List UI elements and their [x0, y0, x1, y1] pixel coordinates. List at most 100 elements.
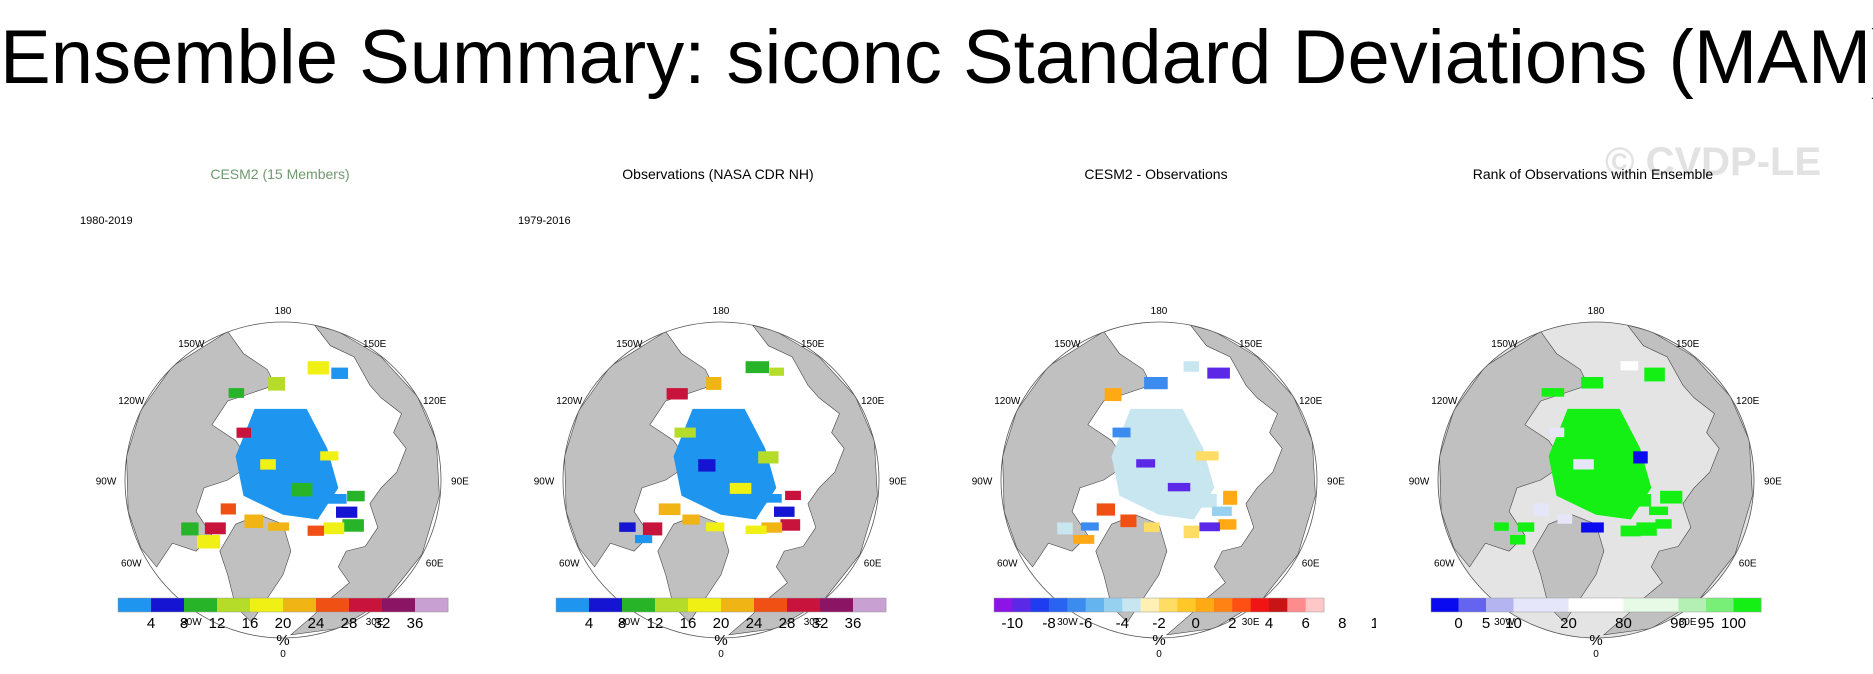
colorbar-swatch	[820, 598, 854, 612]
colorbar-tick-label: 4	[1265, 615, 1273, 632]
colorbar-swatch	[1012, 598, 1032, 612]
watermark: © CVDP-LE	[1605, 140, 1822, 184]
colorbar-tick-label: 36	[845, 615, 862, 632]
ice-cell	[331, 367, 349, 379]
colorbar-tick-label: 28	[341, 615, 358, 632]
ice-cell	[729, 482, 752, 494]
ice-cell	[1120, 514, 1137, 528]
colorbar-tick-label: 8	[618, 615, 626, 632]
polar-map-rank: 180 0 90W 90E 150W 120W 150E 120E 60W 30W 60E 30E 0 5…	[1409, 306, 1782, 660]
eurasia-landmass	[289, 324, 440, 636]
colorbar-tick-label: 95	[1698, 615, 1715, 632]
colorbar-swatch	[1678, 598, 1707, 612]
longitude-label-60w: 60W	[1434, 559, 1455, 570]
ice-cell	[1557, 514, 1573, 524]
longitude-label-180: 180	[1588, 306, 1605, 317]
ice-cell	[1207, 367, 1230, 379]
colorbar-swatch	[1287, 598, 1307, 612]
ice-cell	[761, 522, 783, 533]
longitude-label-120e: 120E	[423, 396, 447, 407]
colorbar-unit: %	[1152, 632, 1165, 649]
ice-cell	[236, 427, 252, 438]
longitude-label-120e: 120E	[1736, 396, 1760, 407]
ice-cell	[1212, 506, 1232, 516]
longitude-label-180: 180	[1151, 306, 1168, 317]
longitude-label-30e: 30E	[804, 617, 822, 628]
ice-cell	[307, 525, 325, 536]
colorbar-swatch	[1651, 598, 1679, 612]
ice-cell	[1218, 519, 1237, 530]
ice-cell	[780, 519, 801, 531]
colorbar-frame	[993, 597, 1325, 613]
ice-cell	[268, 522, 290, 531]
longitude-label-120w: 120W	[1431, 396, 1458, 407]
colorbar-swatch	[721, 598, 755, 612]
longitude-label-60w: 60W	[997, 559, 1018, 570]
colorbar-swatch	[1177, 598, 1197, 612]
colorbar-tick-label: 2	[1228, 615, 1236, 632]
longitude-label-60e: 60E	[426, 559, 444, 570]
ice-cell	[1581, 522, 1604, 533]
ice-cell	[1510, 535, 1526, 545]
longitude-label-90e: 90E	[1327, 477, 1345, 488]
longitude-label-150e: 150E	[363, 339, 387, 350]
ice-cell	[1073, 535, 1095, 544]
ice-cell	[1196, 451, 1219, 461]
ice-cell	[619, 522, 636, 532]
colorbar-tick-label: -2	[1152, 615, 1165, 632]
ice-cell	[181, 522, 199, 536]
ice-cell	[698, 459, 716, 472]
ice-cell	[658, 503, 681, 516]
longitude-label-150w: 150W	[616, 339, 643, 350]
colorbar-tick-label: 12	[209, 615, 226, 632]
polar-map-cesm2: 180 0 90W 90E 150W 120W 150E 120E 60W 30W 60E 30E 4 8…	[96, 306, 469, 660]
colorbar-tick-label: 16	[242, 615, 259, 632]
ice-cell	[674, 427, 696, 438]
map-border	[1437, 321, 1755, 639]
longitude-label-90w: 90W	[96, 477, 117, 488]
longitude-label-150e: 150E	[801, 339, 825, 350]
colorbar-tick-label: 12	[647, 615, 664, 632]
colorbar-frame	[1430, 597, 1762, 613]
ice-cell	[1144, 377, 1168, 390]
ice-cell	[761, 494, 782, 503]
map-content	[1439, 324, 1753, 636]
ice-cell	[220, 503, 236, 515]
ice-cell	[1144, 522, 1160, 532]
ice-cell	[758, 451, 779, 464]
longitude-label-120e: 120E	[861, 396, 885, 407]
panel-title: CESM2 - Observations	[1084, 166, 1228, 182]
ice-cell	[1096, 503, 1116, 516]
ice-cell	[1660, 490, 1683, 504]
colorbar-swatch	[151, 598, 185, 612]
ice-cell	[1604, 482, 1629, 495]
ice-cell	[1183, 361, 1200, 372]
map-panel-observations: 180 0 90W 90E 150W 120W 150E 120E 60W 30W 60E 30E 4 8…	[498, 150, 938, 660]
map-panel-difference: 180 0 90W 90E 150W 120W 150E 120E 60W 30W 60E 30E -1…	[936, 150, 1376, 660]
colorbar-tick-label: 80	[1615, 615, 1632, 632]
colorbar-swatch	[853, 598, 887, 612]
colorbar-swatch	[787, 598, 821, 612]
longitude-label-30w: 30W	[181, 617, 202, 628]
map-content	[564, 324, 878, 636]
colorbar-swatch	[1513, 598, 1542, 612]
polar-map-observations: 180 0 90W 90E 150W 120W 150E 120E 60W 30W 60E 30E 4 8…	[534, 306, 907, 660]
eurasia-landmass	[1165, 324, 1316, 636]
longitude-label-120w: 120W	[556, 396, 583, 407]
longitude-label-30w: 30W	[1494, 617, 1515, 628]
colorbar-swatch	[415, 598, 449, 612]
colorbar-tick-label: 100	[1721, 615, 1746, 632]
colorbar-swatch	[118, 598, 152, 612]
longitude-label-150w: 150W	[1054, 339, 1081, 350]
longitude-label-0: 0	[280, 649, 286, 660]
longitude-label-90e: 90E	[1764, 477, 1782, 488]
ice-cell	[642, 522, 663, 536]
colorbar-tick-label: 32	[812, 615, 829, 632]
ice-cell	[1199, 522, 1220, 532]
colorbar-swatch	[283, 598, 317, 612]
panel-title: Observations (NASA CDR NH)	[622, 166, 814, 182]
ice-cell	[769, 367, 784, 376]
map-panel-rank: 180 0 90W 90E 150W 120W 150E 120E 60W 30W 60E 30E 0 5…	[1373, 150, 1813, 660]
colorbar-swatch	[1458, 598, 1487, 612]
ice-cell	[706, 522, 725, 532]
